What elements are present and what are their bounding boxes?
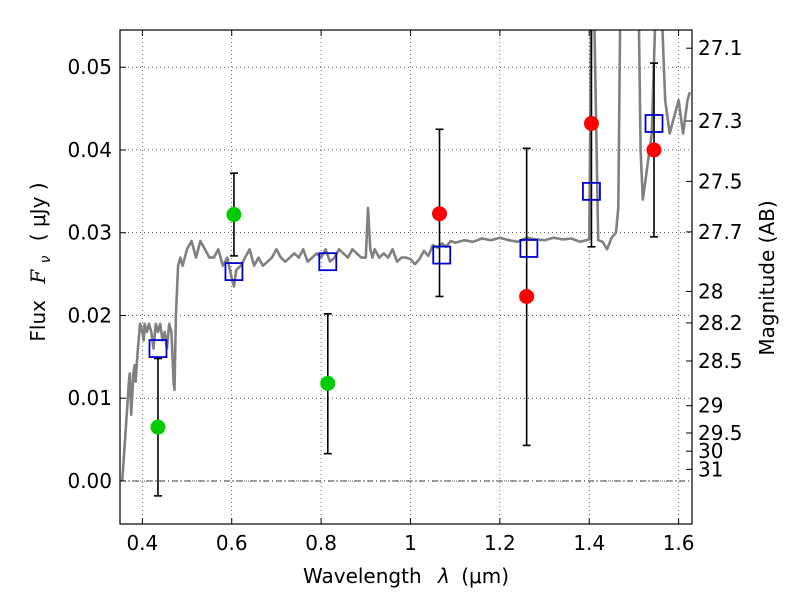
- y-axis-label-unit: ( μJy ): [26, 182, 50, 241]
- mag-tick-label: 27.5: [698, 169, 743, 193]
- y-axis-label-prefix: Flux: [26, 300, 50, 342]
- x-axis-label-unit: (μm): [461, 564, 509, 588]
- mag-tick-label: 27.7: [698, 220, 743, 244]
- observed-point: [150, 419, 166, 435]
- x-axis-label: Wavelength λ (μm): [303, 564, 509, 588]
- x-tick-label: 1.6: [663, 531, 695, 555]
- mag-tick-label: 28: [698, 279, 723, 303]
- data-layer: [120, 30, 692, 497]
- x-axis-label-symbol: λ: [437, 564, 450, 588]
- x-tick-label: 0.6: [216, 531, 248, 555]
- y-tick-label: 0.04: [67, 138, 112, 162]
- x-tick-label: 0.8: [305, 531, 337, 555]
- mag-tick-label: 29.5: [698, 421, 743, 445]
- x-axis-label-text: Wavelength: [303, 564, 422, 588]
- mag-tick-label: 30: [698, 439, 723, 463]
- observed-point: [320, 375, 336, 391]
- model-photometry-square: [519, 239, 539, 258]
- observed-point: [432, 206, 448, 222]
- y-tick-label: 0.05: [67, 55, 112, 79]
- y-axis-label-symbol: F: [26, 269, 50, 285]
- x-tick-label: 0.4: [126, 531, 158, 555]
- x-tick-label: 1.2: [484, 531, 516, 555]
- model-photometry-square: [318, 252, 338, 272]
- ticks: 0.4 0.6 0.8 1 1.2 1.4 1.6 0.00 0.01 0.02 0.03 0.04 0…: [67, 30, 743, 555]
- y-tick-label: 0.00: [67, 469, 112, 493]
- x-tick-label: 1.4: [573, 531, 605, 555]
- y-tick-label: 0.03: [67, 221, 112, 245]
- mag-tick-label: 28.2: [698, 311, 743, 335]
- model-photometry-square: [224, 262, 244, 282]
- mag-tick-label: 28.5: [698, 349, 743, 373]
- plot-frame: [119, 29, 693, 525]
- mag-tick-label: 31: [698, 457, 723, 481]
- model-photometry-square: [582, 181, 601, 201]
- model-photometry-square: [644, 114, 664, 133]
- observed-point: [646, 142, 662, 158]
- y-tick-label: 0.01: [67, 386, 112, 410]
- observed-point: [519, 288, 535, 304]
- x-tick-label: 1: [404, 531, 417, 555]
- model-photometry-square: [432, 245, 452, 265]
- mag-tick-label: 27.3: [698, 109, 743, 133]
- observed-point: [226, 207, 242, 223]
- mag-tick-label: 29: [698, 394, 723, 418]
- observed-point: [583, 116, 599, 132]
- y2-axis-label: Magnitude (AB): [755, 200, 779, 355]
- plot-background: [120, 30, 692, 524]
- y-axis-label-subscript: ν: [38, 255, 54, 263]
- model-photometry-square: [148, 339, 168, 358]
- mag-tick-label: 27.1: [698, 36, 743, 60]
- y-axis-label: Flux F ν ( μJy ): [26, 182, 55, 341]
- y-tick-label: 0.02: [67, 303, 112, 327]
